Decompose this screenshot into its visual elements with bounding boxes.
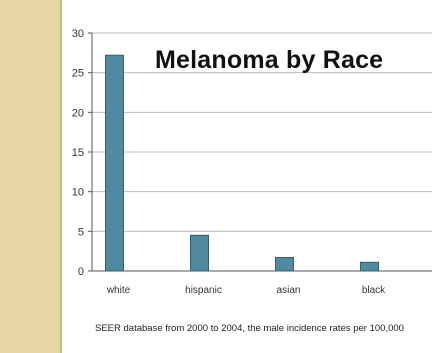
y-tick-label: 15	[72, 147, 84, 159]
slide-background	[62, 0, 445, 353]
category-label-hispanic: hispanic	[185, 285, 222, 296]
chart-caption: SEER database from 2000 to 2004, the mal…	[95, 323, 404, 334]
bar-white	[105, 54, 124, 272]
y-tick-labels: 0 5 10 15 20 25 30	[72, 28, 84, 278]
decorative-side-band	[0, 0, 60, 353]
bar-asian	[275, 257, 294, 272]
category-label-black: black	[362, 285, 386, 296]
bar-hispanic	[190, 234, 209, 272]
category-label-white: white	[106, 285, 131, 296]
category-labels: white hispanic asian black	[106, 285, 386, 296]
y-tick-label: 10	[72, 187, 84, 199]
y-tick-label: 20	[72, 107, 84, 119]
y-tick-label: 30	[72, 28, 84, 40]
bars	[105, 54, 379, 272]
bar-black	[360, 261, 379, 272]
chart-title: Melanoma by Race	[155, 46, 384, 74]
y-tick-label: 25	[72, 68, 84, 80]
category-label-asian: asian	[277, 285, 301, 296]
y-tick-label: 0	[78, 266, 84, 278]
side-band-divider	[60, 0, 62, 353]
gridlines	[92, 32, 432, 232]
y-tick-label: 5	[78, 226, 84, 238]
